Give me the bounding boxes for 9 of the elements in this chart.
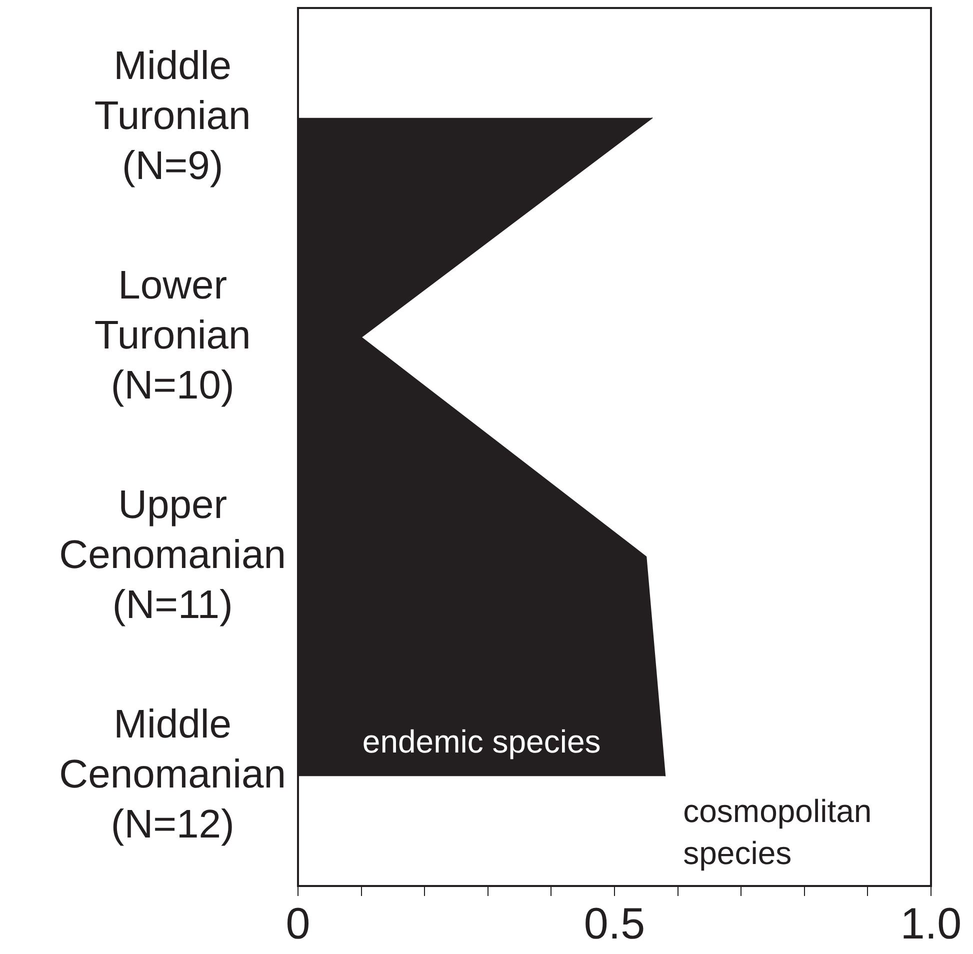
y-tick-label: Upper Cenomanian (N=11) [59, 482, 286, 627]
annotation: cosmopolitan species [683, 793, 872, 871]
y-tick-label: Middle Turonian (N=9) [94, 44, 251, 188]
x-tick-label: 0.5 [584, 900, 646, 949]
y-tick-label: Lower Turonian (N=10) [94, 263, 251, 408]
y-tick-label: Middle Cenomanian (N=12) [59, 702, 286, 846]
annotation: endemic species [362, 723, 601, 760]
x-tick-label: 1.0 [900, 900, 962, 949]
x-tick-label: 0 [286, 900, 310, 949]
